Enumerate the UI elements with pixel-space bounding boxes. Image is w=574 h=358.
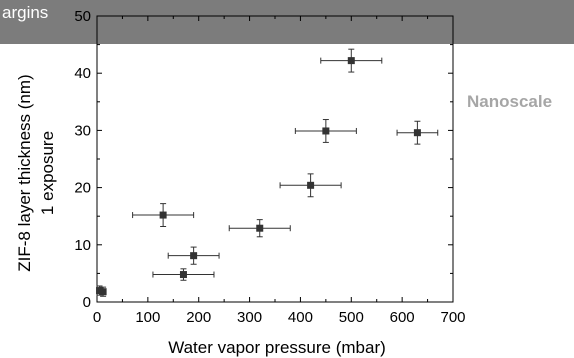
square-marker — [322, 127, 330, 135]
y-tick-label: 20 — [74, 180, 91, 197]
data-point — [228, 219, 291, 238]
data-point — [294, 119, 357, 143]
y-tick-label: 50 — [74, 8, 91, 25]
square-marker — [179, 271, 187, 279]
header-banner: argins — [0, 0, 574, 44]
data-point — [132, 203, 195, 227]
nanoscale-label: Nanoscale — [467, 92, 553, 111]
y-tick-label: 30 — [74, 122, 91, 139]
data-point — [396, 120, 439, 145]
x-tick-label: 600 — [390, 309, 415, 326]
x-tick-label: 500 — [339, 309, 364, 326]
square-marker — [190, 252, 198, 260]
x-tick-label: 700 — [440, 309, 465, 326]
x-tick-label: 400 — [288, 309, 313, 326]
x-axis-label: Water vapor pressure (mbar) — [168, 338, 386, 357]
banner-text: argins — [2, 3, 49, 22]
axes: 0 100 200 300 400 500 600 700 0 10 20 30 40 50 — [74, 8, 465, 326]
square-marker — [99, 288, 107, 296]
square-marker — [96, 287, 104, 295]
y-tick-label: 40 — [74, 65, 91, 82]
square-marker — [347, 57, 355, 65]
square-marker — [413, 129, 421, 137]
square-marker — [256, 224, 264, 232]
y-axis-label: ZIF-8 layer thickness (nm) — [15, 74, 34, 271]
plot-frame — [96, 15, 454, 303]
y-tick-label: 0 — [83, 294, 91, 311]
data-point — [279, 173, 342, 198]
data-point — [320, 48, 383, 73]
square-marker — [307, 181, 315, 189]
x-tick-label: 300 — [237, 309, 262, 326]
axis-labels: Water vapor pressure (mbar) ZIF-8 layer t… — [15, 74, 386, 357]
data-point — [152, 268, 215, 281]
x-tick-label: 200 — [186, 309, 211, 326]
data-point — [167, 246, 220, 265]
y-axis-label: 1 exposure — [38, 131, 57, 215]
x-tick-label: 0 — [93, 309, 101, 326]
x-tick-label: 100 — [135, 309, 160, 326]
data-point — [99, 286, 107, 297]
data-points — [96, 48, 439, 297]
y-tick-label: 10 — [74, 237, 91, 254]
square-marker — [159, 211, 167, 219]
